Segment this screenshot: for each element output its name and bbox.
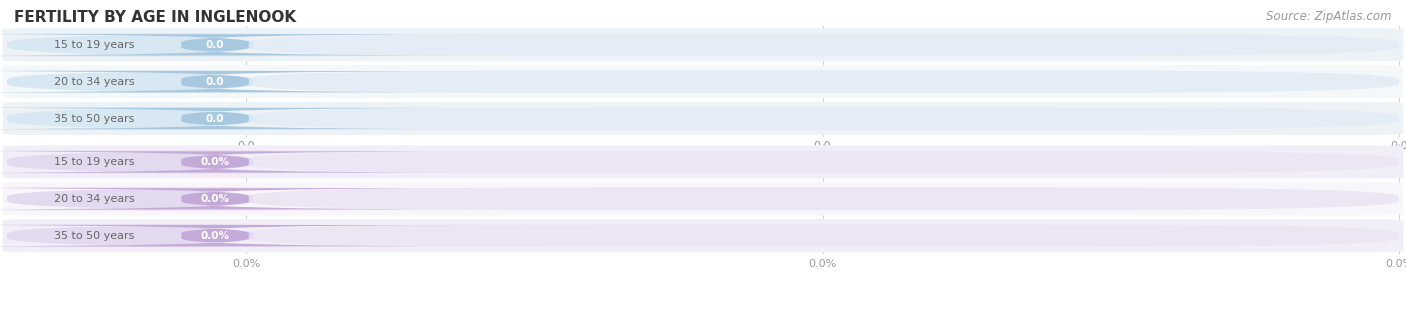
Text: FERTILITY BY AGE IN INGLENOOK: FERTILITY BY AGE IN INGLENOOK	[14, 10, 297, 25]
Text: 0.0: 0.0	[814, 141, 831, 151]
Text: 0.0: 0.0	[205, 77, 225, 87]
Text: 0.0%: 0.0%	[1385, 258, 1406, 269]
Text: 15 to 19 years: 15 to 19 years	[53, 40, 135, 50]
FancyBboxPatch shape	[246, 187, 1399, 210]
Text: 0.0%: 0.0%	[808, 258, 837, 269]
FancyBboxPatch shape	[3, 182, 1403, 215]
FancyBboxPatch shape	[0, 70, 359, 93]
Text: 15 to 19 years: 15 to 19 years	[53, 157, 135, 167]
Text: 0.0: 0.0	[1391, 141, 1406, 151]
Text: 0.0: 0.0	[205, 40, 225, 50]
Text: 0.0%: 0.0%	[232, 258, 260, 269]
FancyBboxPatch shape	[246, 224, 1399, 247]
FancyBboxPatch shape	[0, 151, 491, 173]
Text: Source: ZipAtlas.com: Source: ZipAtlas.com	[1267, 10, 1392, 23]
FancyBboxPatch shape	[0, 225, 491, 247]
FancyBboxPatch shape	[3, 28, 1403, 61]
FancyBboxPatch shape	[246, 107, 1399, 130]
FancyBboxPatch shape	[0, 224, 359, 247]
Text: 35 to 50 years: 35 to 50 years	[53, 231, 135, 241]
FancyBboxPatch shape	[246, 33, 1399, 56]
Text: 0.0%: 0.0%	[201, 157, 229, 167]
FancyBboxPatch shape	[0, 150, 359, 173]
Text: 35 to 50 years: 35 to 50 years	[53, 114, 135, 123]
FancyBboxPatch shape	[0, 188, 491, 210]
FancyBboxPatch shape	[0, 71, 491, 92]
FancyBboxPatch shape	[3, 219, 1403, 252]
Text: 0.0%: 0.0%	[201, 231, 229, 241]
FancyBboxPatch shape	[246, 150, 1399, 173]
Text: 0.0: 0.0	[238, 141, 254, 151]
FancyBboxPatch shape	[3, 146, 1403, 179]
FancyBboxPatch shape	[0, 34, 491, 55]
FancyBboxPatch shape	[0, 107, 359, 130]
FancyBboxPatch shape	[0, 33, 359, 56]
FancyBboxPatch shape	[0, 187, 359, 210]
Text: 20 to 34 years: 20 to 34 years	[53, 77, 135, 87]
FancyBboxPatch shape	[3, 102, 1403, 135]
Text: 20 to 34 years: 20 to 34 years	[53, 194, 135, 204]
FancyBboxPatch shape	[246, 70, 1399, 93]
FancyBboxPatch shape	[0, 108, 491, 129]
FancyBboxPatch shape	[3, 65, 1403, 98]
Text: 0.0%: 0.0%	[201, 194, 229, 204]
Text: 0.0: 0.0	[205, 114, 225, 123]
